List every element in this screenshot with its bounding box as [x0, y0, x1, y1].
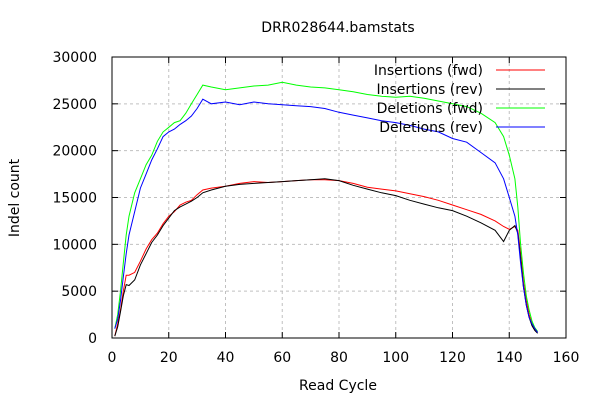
y-tick-label: 20000 — [52, 144, 97, 160]
y-axis-label: Indel count — [7, 158, 23, 237]
y-tick-label: 5000 — [61, 284, 97, 300]
y-tick-label: 25000 — [52, 97, 97, 113]
plot-frame — [111, 56, 567, 339]
series-line-deletions-rev — [114, 98, 539, 333]
y-tick-label: 30000 — [52, 50, 97, 66]
legend-label: Deletions (fwd) — [377, 101, 483, 117]
axis-ticks: 0 20 40 60 80 100 120 140 160 0 5000 10000 15000 2000… — [52, 50, 579, 366]
chart-title: DRR028644.bamstats — [261, 20, 414, 36]
legend-label: Insertions (fwd) — [374, 63, 483, 79]
y-tick-label: 0 — [88, 331, 97, 347]
series-lines — [114, 81, 539, 337]
x-tick-label: 100 — [382, 350, 409, 366]
x-tick-label: 60 — [273, 350, 291, 366]
x-tick-label: 40 — [217, 350, 235, 366]
x-tick-label: 20 — [160, 350, 178, 366]
x-tick-label: 140 — [496, 350, 523, 366]
y-tick-label: 15000 — [52, 191, 97, 207]
series-line-deletions-fwd — [114, 81, 538, 332]
legend-label: Deletions (rev) — [379, 120, 483, 136]
legend-label: Insertions (rev) — [377, 82, 484, 98]
x-axis-label: Read Cycle — [299, 378, 377, 394]
y-tick-label: 10000 — [52, 237, 97, 253]
legend: Insertions (fwd) Insertions (rev) Deletion… — [374, 63, 545, 136]
x-tick-label: 0 — [108, 350, 117, 366]
x-tick-label: 80 — [330, 350, 348, 366]
series-line-insertions-rev — [114, 178, 538, 337]
x-tick-label: 160 — [553, 350, 580, 366]
series-line-insertions-fwd — [114, 179, 538, 337]
grid — [112, 57, 566, 338]
x-tick-label: 120 — [439, 350, 466, 366]
